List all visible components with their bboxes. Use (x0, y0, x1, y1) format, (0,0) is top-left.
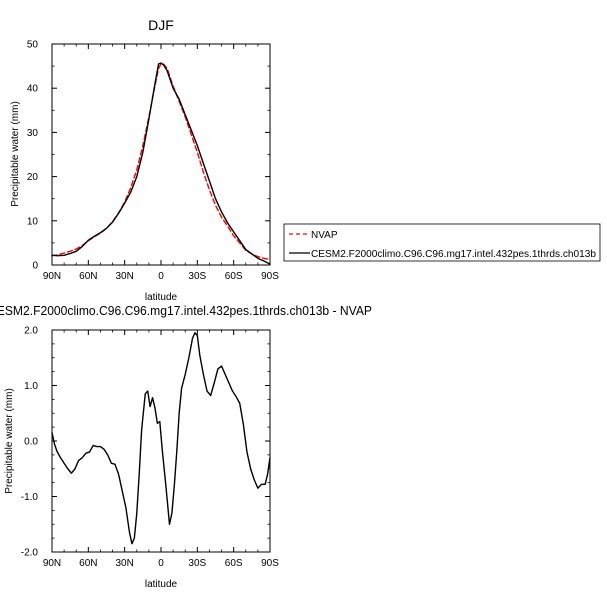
bottom-plot-frame (51, 329, 271, 553)
bottom-y-axis-label: Precipitable water (mm) (4, 388, 15, 494)
top-x-tick-label: 30N (115, 271, 133, 282)
top-y-tick-label: 10 (27, 216, 39, 227)
bottom-y-tick-label: 2.0 (24, 326, 38, 337)
top-panel-title: DJF (148, 17, 174, 33)
top-plot-area: 90N 60N 30N 0 30S 60S 90S 0 10 20 30 40 50 (27, 40, 279, 283)
top-x-axis-label: latitude (145, 292, 178, 303)
top-series-line-cesm2 (51, 62, 271, 265)
bottom-y-tick-label: 0.0 (24, 437, 38, 448)
top-y-tick-label: 30 (27, 128, 39, 139)
top-x-tick-label: 90S (261, 271, 279, 282)
legend: NVAP CESM2.F2000climo.C96.C96.mg17.intel… (283, 223, 601, 262)
top-y-tick-label: 50 (27, 40, 39, 51)
top-plot-frame (51, 43, 271, 266)
legend-label-nvap: NVAP (311, 230, 338, 241)
bottom-x-tick-label: 90S (261, 558, 279, 569)
bottom-x-tick-label: 30N (115, 558, 133, 569)
bottom-panel: CESM2.F2000climo.C96.C96.mg17.intel.432p… (0, 303, 372, 590)
bottom-y-tick-label: -2.0 (21, 548, 39, 559)
bottom-plot-area: 90N 60N 30N 0 30S 60S 90S -2.0 -1.0 0.0 1.0 2.0 (21, 326, 279, 570)
bottom-x-tick-label: 0 (158, 558, 164, 569)
top-x-tick-label: 60S (225, 271, 243, 282)
top-y-tick-label: 40 (27, 84, 39, 95)
bottom-panel-title: CESM2.F2000climo.C96.C96.mg17.intel.432p… (0, 303, 372, 318)
bottom-x-tick-label: 60N (79, 558, 97, 569)
bottom-x-tick-label: 90N (43, 558, 61, 569)
top-x-tick-label: 60N (79, 271, 97, 282)
bottom-x-tick-label: 30S (188, 558, 206, 569)
legend-box (283, 223, 601, 262)
bottom-series-line-difference (51, 332, 271, 545)
legend-label-cesm2: CESM2.F2000climo.C96.C96.mg17.intel.432p… (311, 249, 596, 260)
top-panel: DJF 90N 60N 30N 0 30S 60S 90S 0 10 20 30 40 50 Preci… (10, 17, 279, 303)
bottom-x-tick-label: 60S (225, 558, 243, 569)
top-x-tick-label: 0 (158, 271, 164, 282)
bottom-y-tick-label: 1.0 (24, 381, 38, 392)
bottom-y-tick-label: -1.0 (21, 492, 39, 503)
top-x-tick-label: 90N (43, 271, 61, 282)
top-x-tick-label: 30S (188, 271, 206, 282)
bottom-x-axis-label: latitude (145, 579, 178, 590)
top-y-tick-label: 20 (27, 172, 39, 183)
top-series-line-nvap (51, 63, 271, 260)
top-y-tick-label: 0 (32, 261, 38, 272)
top-y-axis-label: Precipitable water (mm) (10, 101, 21, 207)
